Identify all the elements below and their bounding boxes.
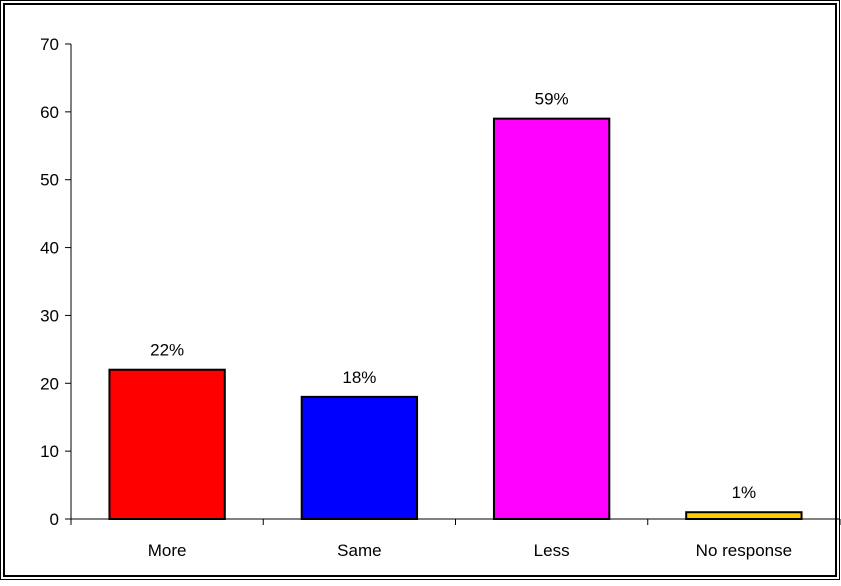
bar bbox=[108, 368, 226, 521]
x-tick-label: More bbox=[148, 541, 187, 560]
y-tick-label: 70 bbox=[40, 35, 59, 54]
data-label: 59% bbox=[535, 90, 569, 109]
x-tick-label: Same bbox=[337, 541, 381, 560]
y-tick-label: 10 bbox=[40, 442, 59, 461]
data-label: 22% bbox=[150, 341, 184, 360]
y-tick-label: 30 bbox=[40, 306, 59, 325]
plot-area: 0 10 20 30 40 50 60 70 22% More 18% Same 59% Less 1% No… bbox=[40, 35, 841, 560]
bar bbox=[685, 511, 803, 521]
y-tick-label: 50 bbox=[40, 171, 59, 190]
data-label: 18% bbox=[342, 368, 376, 387]
y-tick-label: 20 bbox=[40, 374, 59, 393]
y-tick-label: 40 bbox=[40, 239, 59, 258]
data-label: 1% bbox=[732, 483, 757, 502]
bar bbox=[300, 395, 419, 521]
inner-frame bbox=[3, 3, 837, 577]
y-tick-label: 60 bbox=[40, 103, 59, 122]
y-tick-label: 0 bbox=[50, 510, 59, 529]
x-tick-label: No response bbox=[696, 541, 792, 560]
x-tick-label: Less bbox=[534, 541, 570, 560]
bar bbox=[492, 117, 611, 521]
